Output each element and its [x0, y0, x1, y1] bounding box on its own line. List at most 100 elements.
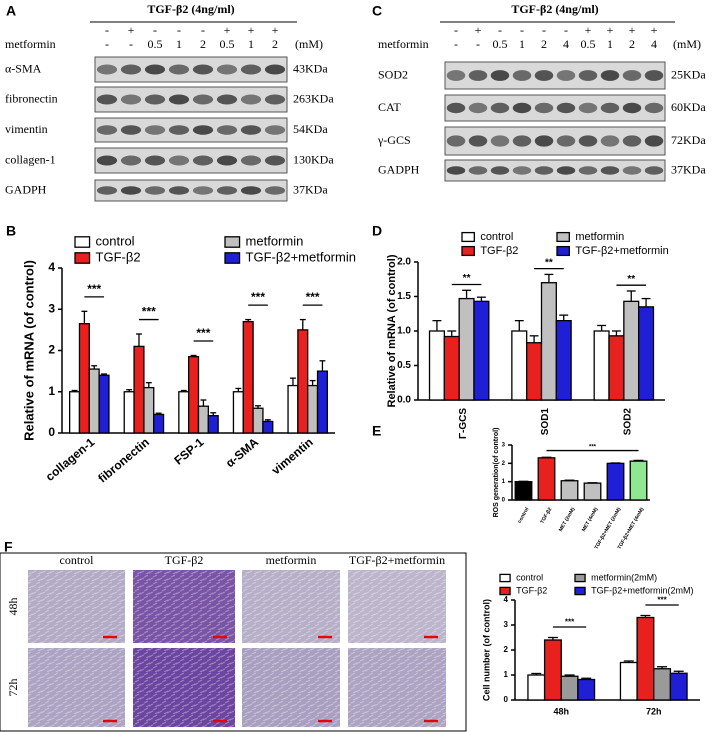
x-tick-label: 48h [553, 706, 569, 716]
micrograph-row: 72h [6, 679, 20, 697]
bar [262, 420, 274, 434]
blot-band [120, 64, 142, 75]
legend-swatch [224, 236, 241, 248]
bar [188, 356, 200, 434]
blot-band [578, 102, 598, 114]
bar [316, 370, 329, 434]
significance-label: *** [87, 282, 101, 296]
blot-band [644, 135, 664, 147]
blot-band [192, 94, 214, 105]
x-tick-label: TGF-β2+MET (4mM) [617, 506, 646, 550]
blot-band [192, 155, 214, 166]
blot-band [216, 125, 238, 135]
treatment-sign: + [585, 23, 592, 37]
blot-band [622, 102, 642, 114]
micrograph-texture [348, 648, 446, 727]
panel-label: F [4, 539, 13, 555]
protein-label: CAT [378, 100, 401, 114]
y-axis-label: ROS generation(of control) [493, 428, 500, 518]
bar [629, 460, 648, 501]
x-tick-label: vimentin [269, 435, 316, 477]
legend-swatch [556, 231, 570, 243]
dose: 2 [200, 37, 206, 51]
bar [583, 482, 602, 501]
bar [458, 297, 475, 401]
legend-swatch [499, 586, 511, 596]
dose: 1 [176, 37, 182, 51]
blot-strip [444, 159, 666, 182]
blot-band [216, 64, 238, 75]
blot-band [622, 166, 642, 175]
x-tick-label: FSP-1 [171, 435, 206, 468]
panel-label: A [6, 3, 16, 19]
treatment-sign: - [498, 23, 502, 37]
blot-band [240, 94, 262, 105]
bar [178, 391, 190, 434]
blot-band [168, 186, 190, 195]
legend-swatch [74, 236, 91, 248]
treatment-sign: + [607, 23, 614, 37]
blot-band [96, 155, 118, 166]
legend-swatch [74, 252, 91, 264]
blot-band [490, 166, 510, 175]
blot-band [216, 94, 238, 105]
blot-band [600, 135, 620, 147]
blot-band [264, 155, 286, 166]
micrograph-texture [348, 570, 446, 643]
x-tick-label: fibronectin [95, 435, 151, 486]
y-tick-label: 3 [48, 301, 55, 315]
blot-band [144, 186, 166, 195]
x-tick-label: collagen-1 [43, 435, 98, 484]
bar [577, 678, 596, 701]
bar [143, 386, 155, 434]
significance-label: *** [196, 326, 210, 340]
dose: 2 [629, 37, 635, 51]
blot-band [600, 102, 620, 114]
blot-band [644, 102, 664, 114]
blot-band [556, 166, 576, 175]
bar [555, 319, 572, 401]
protein-label: GADPH [5, 182, 47, 196]
treatment-sign: + [651, 23, 658, 37]
x-tick-label: MET (4mM) [581, 506, 600, 532]
treatment-sign: - [542, 23, 546, 37]
bar [252, 407, 264, 434]
blot-band [216, 155, 238, 166]
y-tick-label: 0 [502, 498, 506, 504]
treatment-sign: - [105, 23, 109, 37]
bar [428, 330, 445, 401]
y-axis-label: Relative of mRNA (of control) [21, 260, 36, 441]
blot-band [468, 70, 488, 81]
blot-band [468, 102, 488, 114]
y-tick-label: 1 [504, 670, 509, 679]
blot-band [144, 64, 166, 75]
significance-label: *** [565, 617, 575, 626]
treatment-sign: + [475, 23, 482, 37]
micrograph-texture [133, 648, 235, 727]
treatment-sign: + [248, 23, 255, 37]
legend-label: TGF-β2+metformin [575, 245, 668, 257]
legend-label: metformin [246, 233, 304, 248]
treatment-sign: + [629, 23, 636, 37]
dose: - [454, 37, 458, 51]
blot-band [446, 166, 466, 175]
blot-band [192, 64, 214, 75]
treatment-sign: - [201, 23, 205, 37]
micrograph-texture [28, 570, 125, 643]
dose: 2 [272, 37, 278, 51]
size-label: 130KDa [293, 152, 334, 166]
blot-band [512, 135, 532, 147]
blot-band [534, 70, 554, 81]
protein-label: fibronectin [5, 91, 58, 105]
y-tick-label: 4 [48, 260, 55, 274]
blot-band [446, 102, 466, 114]
blot-band [490, 135, 510, 147]
protein-label: GADPH [378, 162, 420, 176]
blot-band [512, 102, 532, 114]
x-tick-label: 72h [646, 706, 662, 716]
blot-band [578, 70, 598, 81]
bar [511, 330, 528, 401]
blot-header: TGF-β2 (4ng/ml) [511, 2, 598, 16]
bar [527, 674, 546, 701]
blot-band [144, 94, 166, 105]
